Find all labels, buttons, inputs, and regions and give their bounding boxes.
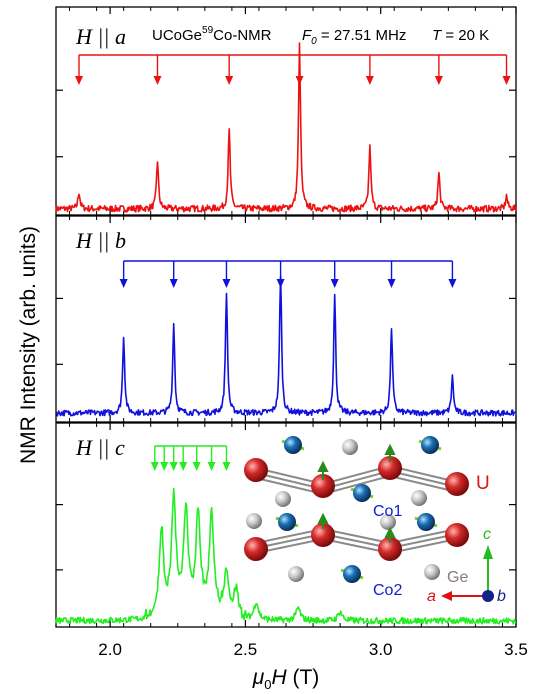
- comb-arrowhead: [207, 462, 216, 471]
- co1-atom: [421, 436, 439, 454]
- crystal-axes: a b c: [427, 526, 506, 605]
- frequency-annotation: F0 = 27.51 MHz: [302, 27, 406, 47]
- axis-a-label: a: [427, 588, 436, 605]
- ge-atom: [342, 439, 358, 455]
- comb-arrowhead: [192, 462, 201, 471]
- u-atom: [244, 537, 268, 561]
- panel-b-label: H || b: [75, 228, 126, 253]
- x-tick-label: 2.0: [98, 640, 122, 659]
- ge-atom: [288, 566, 304, 582]
- ge-atom: [246, 513, 262, 529]
- temp-value: = 20 K: [441, 27, 489, 44]
- u-label: U: [476, 473, 490, 494]
- u-atom: [445, 523, 469, 547]
- ge-atom: [424, 564, 440, 580]
- comb-arrowhead: [295, 76, 304, 85]
- co2-atom: [417, 513, 435, 531]
- title: UCoGe: [152, 27, 202, 44]
- freq-value: = 27.51 MHz: [317, 27, 407, 44]
- comb-arrowhead: [169, 279, 178, 288]
- co2-label: Co2: [373, 582, 402, 599]
- panel-a-label: H || a: [75, 24, 126, 49]
- comb-arrowhead: [222, 462, 231, 471]
- u-atom: [311, 474, 335, 498]
- freq-symbol: F: [302, 27, 312, 44]
- freq-subscript: 0: [311, 36, 317, 47]
- comb-arrowhead: [75, 76, 83, 85]
- comb-arrowhead: [169, 462, 178, 471]
- comb-arrowhead: [179, 462, 188, 471]
- comb-arrowhead: [434, 76, 443, 85]
- spectra: [55, 42, 517, 625]
- comb-arrowhead: [365, 76, 374, 85]
- ge-atom: [380, 514, 396, 530]
- axis-c-label: c: [483, 526, 491, 543]
- upper-u-chain: [255, 464, 458, 496]
- u-atom: [311, 523, 335, 547]
- x-axis-label: μ0H (T): [252, 666, 320, 692]
- co2-atom: [343, 565, 361, 583]
- comb-arrowhead: [153, 76, 162, 85]
- comb-arrowhead: [160, 462, 169, 471]
- u-atom: [378, 537, 402, 561]
- comb-arrowhead: [150, 462, 159, 471]
- x-tick-label: 3.0: [369, 640, 393, 659]
- x-tick-label: 2.5: [234, 640, 258, 659]
- nucleus-mass: 59: [202, 25, 214, 36]
- spectrum-b: [55, 275, 517, 417]
- comb-arrowhead: [448, 279, 457, 288]
- axis-b-label: b: [497, 588, 506, 605]
- temp-symbol: T: [432, 27, 443, 44]
- temperature-annotation: T = 20 K: [432, 27, 489, 44]
- spectrum-c: [55, 487, 517, 625]
- crystal-structure-inset: U Co1 Co2 Ge a b c: [244, 436, 506, 605]
- axis-ticks: [56, 7, 517, 627]
- spectrum-a: [55, 42, 517, 213]
- comb-arrowhead: [276, 279, 285, 288]
- header-annotation: UCoGe59Co-NMR: [152, 25, 272, 44]
- ge-label: Ge: [447, 569, 468, 586]
- mu-symbol: μ: [252, 666, 265, 689]
- comb-arrowhead: [502, 76, 511, 85]
- u-atom: [378, 456, 402, 480]
- u-atom: [445, 472, 469, 496]
- comb-arrowhead: [222, 279, 231, 288]
- co1-label: Co1: [373, 503, 402, 520]
- comb-arrowhead: [330, 279, 339, 288]
- x-tick-labels: 2.0 2.5 3.0 3.5: [98, 640, 528, 659]
- panel-c-label: H || c: [75, 435, 125, 460]
- x-tick-label: 3.5: [504, 640, 528, 659]
- comb-arrowhead: [387, 279, 396, 288]
- co2-atom: [278, 513, 296, 531]
- ge-atom: [275, 491, 291, 507]
- x-unit: (T): [287, 666, 320, 689]
- co1-atom: [284, 436, 302, 454]
- u-atom: [244, 458, 268, 482]
- ge-atom: [411, 490, 427, 506]
- comb-arrowhead: [225, 76, 234, 85]
- peak-combs: [75, 54, 511, 471]
- lower-u-chain: [255, 527, 458, 555]
- y-axis-label: NMR Intensity (arb. units): [17, 226, 40, 464]
- mu-subscript: 0: [264, 677, 271, 692]
- nucleus: Co-NMR: [213, 27, 271, 44]
- h-symbol: H: [271, 666, 287, 689]
- co1-atom: [353, 484, 371, 502]
- u-moments: [317, 443, 396, 543]
- comb-arrowhead: [119, 279, 128, 288]
